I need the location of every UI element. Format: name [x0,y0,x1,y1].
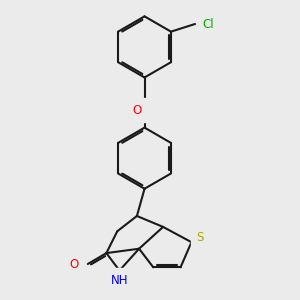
Text: Cl: Cl [202,17,214,31]
Text: S: S [196,231,204,244]
Text: O: O [132,104,142,117]
Text: NH: NH [111,274,128,287]
Text: O: O [70,257,79,271]
